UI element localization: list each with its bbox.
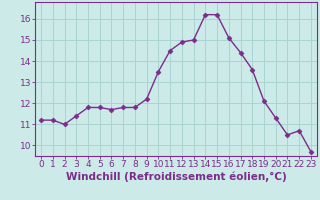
X-axis label: Windchill (Refroidissement éolien,°C): Windchill (Refroidissement éolien,°C) [66, 172, 286, 182]
